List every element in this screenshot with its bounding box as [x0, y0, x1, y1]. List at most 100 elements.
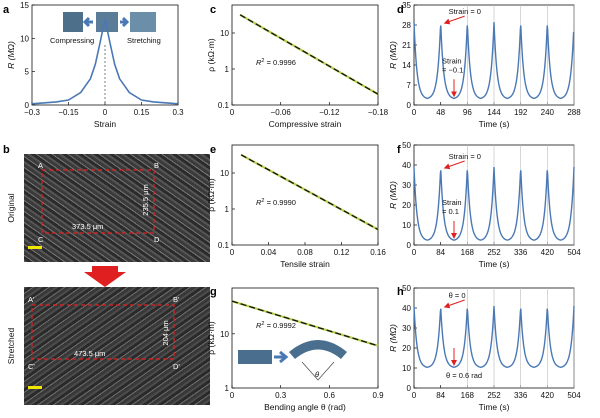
compress-arrow-icon [82, 16, 93, 28]
x-tick-label: 0 [230, 391, 235, 400]
x-tick-label: 84 [436, 248, 445, 257]
str-width-label: 473.5 μm [74, 349, 105, 358]
bend-arrow-icon [274, 350, 289, 364]
peak-arrow-icon [443, 160, 465, 170]
x-tick-label: 504 [567, 248, 581, 257]
neutral-sample-image [96, 12, 118, 32]
stretch-down-arrow-icon [84, 266, 126, 287]
cyclic-response-curve [413, 305, 575, 369]
r-squared-label: R2 = 0.9992 [256, 321, 296, 330]
chart-e: 0 0.04 0.08 0.12 0.16 Tensile strain 0.1 1 10 ρ (… [206, 144, 386, 269]
y-tick-label: 5 [25, 68, 30, 77]
cyclic-response-curve [413, 166, 575, 241]
peak-annotation: Strain = 0 [449, 152, 481, 161]
x-tick-label: 420 [541, 248, 555, 257]
scale-bar-original [28, 246, 42, 249]
x-tick-label: 336 [514, 248, 528, 257]
y-axis-label: ρ (kΩ·m) [206, 38, 216, 72]
y-tick-label: 0 [407, 241, 412, 250]
y-tick-label: 1 [225, 65, 230, 74]
linear-fit-line [231, 300, 379, 347]
y-tick-label: 50 [402, 284, 411, 293]
y-tick-label: 20 [402, 201, 411, 210]
stretching-label: Stretching [127, 36, 161, 45]
y-tick-label: 0 [407, 101, 412, 110]
chart-h: 0 84 168 252 336 420 504 Time (s) 0 10 20 30 40 50 R (… [388, 284, 581, 412]
original-row-label: Original [6, 193, 16, 222]
y-tick-label: 20 [402, 344, 411, 353]
r-squared-label: R2 = 0.9990 [256, 198, 296, 207]
x-tick-label: 0.04 [261, 248, 277, 257]
str-height-label: 204 μm [161, 320, 170, 345]
x-tick-label: 240 [541, 108, 555, 117]
valley-annotation-line2: = 0.1 [442, 207, 459, 216]
panel-label-d: d [397, 4, 404, 16]
measured-data-line [239, 13, 379, 96]
x-tick-label: −0.12 [319, 108, 340, 117]
chart-g: 0 0.3 0.6 0.9 Bending angle θ (rad) 1 10 ρ (kΩ·… [206, 287, 384, 412]
corner-d: D [154, 235, 160, 244]
y-axis-label: ρ (kΩ·m) [206, 321, 216, 355]
y-tick-label: 35 [402, 1, 411, 10]
peak-annotation: Strain = 0 [449, 7, 481, 16]
y-tick-label: 0 [407, 384, 412, 393]
y-axis-label: ρ (kΩ·m) [206, 178, 216, 212]
cyclic-response-curve [413, 22, 575, 100]
x-tick-label: 288 [567, 108, 581, 117]
x-tick-label: 0.9 [372, 391, 384, 400]
orig-height-label: 235.5 μm [141, 184, 150, 215]
panel-label-g: g [210, 286, 217, 298]
x-tick-label: 144 [487, 108, 501, 117]
y-tick-label: 0 [25, 101, 30, 110]
x-tick-label: 504 [567, 391, 581, 400]
theta-symbol: θ [315, 370, 319, 379]
chart-f: 0 84 168 252 336 420 504 Time (s) 0 10 20 30 40 50 R (… [388, 141, 581, 269]
panel-label-f: f [397, 144, 401, 156]
sem-image-stretched [24, 287, 210, 405]
x-axis-label: Bending angle θ (rad) [264, 402, 346, 412]
x-tick-label: 48 [436, 108, 445, 117]
panel-label-c: c [210, 4, 216, 16]
y-tick-label: 1 [225, 205, 230, 214]
x-tick-label: 0 [103, 108, 108, 117]
x-tick-label: −0.06 [271, 108, 292, 117]
corner-c: C [38, 235, 44, 244]
x-tick-label: −0.18 [368, 108, 389, 117]
scale-bar-stretched [28, 386, 42, 389]
flat-sample-image [238, 350, 272, 364]
x-tick-label: 0.3 [172, 108, 184, 117]
y-tick-label: 30 [402, 181, 411, 190]
y-tick-label: 40 [402, 161, 411, 170]
y-tick-label: 0.1 [218, 241, 230, 250]
stretched-row-label: Stretched [6, 328, 16, 365]
x-tick-label: 0 [412, 248, 417, 257]
plot-frame-c [231, 4, 379, 106]
chart-c: 0 −0.06 −0.12 −0.18 Compressive strain 0.1 1 10… [206, 4, 389, 129]
corner-d-prime: D' [173, 362, 180, 371]
strain-response-curve [31, 18, 179, 105]
valley-annotation-line1: Strain [442, 198, 462, 207]
corner-c-prime: C' [28, 362, 35, 371]
y-tick-label: 40 [402, 304, 411, 313]
x-tick-label: 96 [463, 108, 472, 117]
panel-label-b: b [3, 144, 10, 156]
x-tick-label: 0.6 [324, 391, 336, 400]
bent-sample-image [289, 340, 347, 359]
x-tick-label: 0 [230, 108, 235, 117]
original-measure-box [41, 169, 155, 234]
r-squared-label: R2 = 0.9996 [256, 58, 296, 67]
y-tick-label: 10 [220, 330, 229, 339]
x-tick-label: 336 [514, 391, 528, 400]
x-tick-label: 0.15 [134, 108, 150, 117]
x-axis-label: Strain [94, 119, 116, 129]
chart-d: 0 48 96 144 192 240 288 Time (s) 0 7 14 21 28 35 R (MΩ… [388, 1, 581, 129]
compressing-label: Compressing [50, 36, 94, 45]
panel-label-a: a [3, 4, 10, 16]
y-tick-label: 10 [402, 221, 411, 230]
y-tick-label: 10 [220, 169, 229, 178]
x-axis-label: Compressive strain [269, 119, 342, 129]
x-axis-label: Tensile strain [280, 259, 330, 269]
stretch-sample-image [130, 12, 156, 32]
x-tick-label: 0.16 [370, 248, 386, 257]
